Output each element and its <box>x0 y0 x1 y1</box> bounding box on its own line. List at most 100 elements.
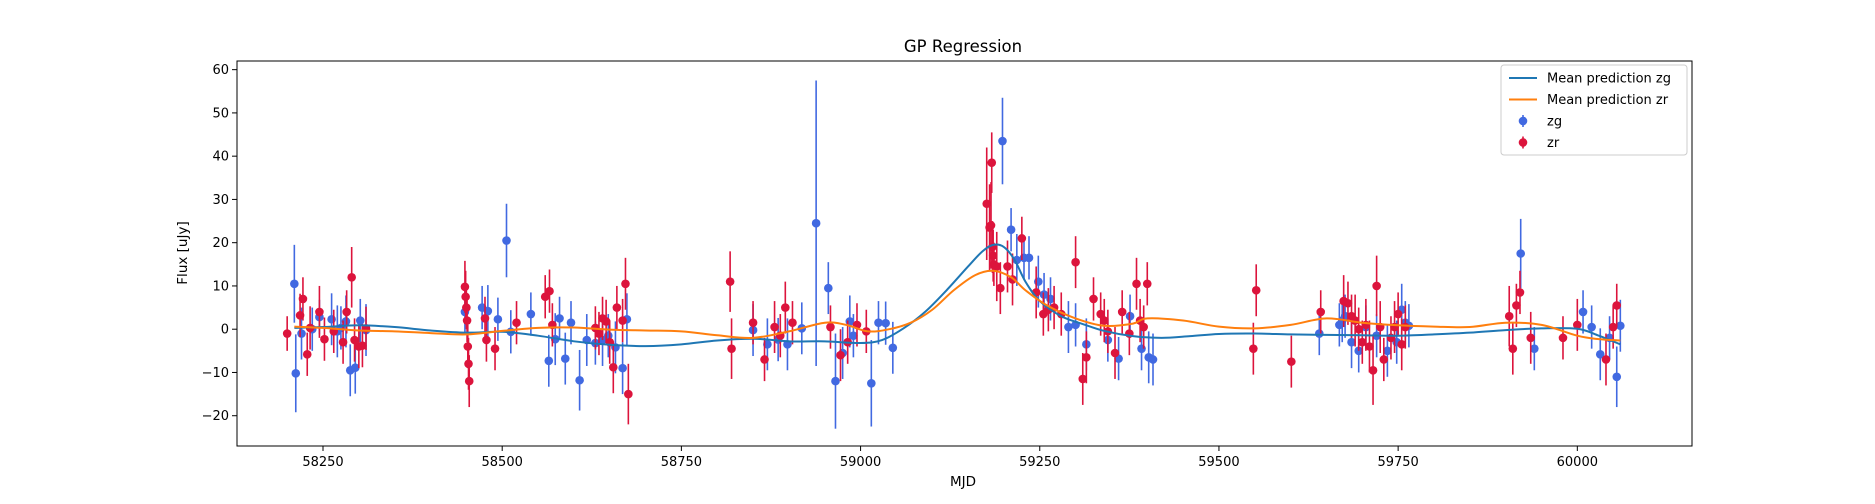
legend-label: Mean prediction zr <box>1547 93 1669 108</box>
y-tick-label: 40 <box>212 150 229 165</box>
data-point-zr <box>760 355 769 364</box>
data-point-zr <box>770 322 779 332</box>
data-point-zr <box>1249 344 1258 353</box>
plot-frame <box>236 60 1693 447</box>
data-point-zg <box>824 283 833 293</box>
x-tick-label: 58250 <box>302 455 343 470</box>
data-point-zr <box>1089 294 1098 304</box>
data-point-zg <box>1616 321 1625 331</box>
data-point-zg <box>1354 346 1364 356</box>
data-point-zr <box>621 279 630 289</box>
x-tick-label: 58750 <box>661 455 702 470</box>
data-point-zr <box>992 262 1002 271</box>
data-point-zg <box>297 329 306 338</box>
data-point-zr <box>612 303 622 312</box>
data-point-zg <box>881 318 890 328</box>
data-point-zg <box>575 375 584 385</box>
data-point-zr <box>1397 340 1407 349</box>
legend-label: zg <box>1547 115 1562 130</box>
mean-line-mean-prediction-zr <box>294 269 1621 342</box>
data-point-zg <box>1587 322 1596 332</box>
x-tick-label: 58500 <box>482 455 523 470</box>
data-point-zr <box>618 316 627 325</box>
data-point-zr <box>1251 285 1261 295</box>
data-point-zr <box>342 307 351 317</box>
data-point-zr <box>1558 333 1568 343</box>
data-point-zg <box>1612 372 1622 382</box>
data-point-zr <box>482 335 491 345</box>
y-tick-label: 20 <box>212 236 229 251</box>
data-point-zg <box>350 363 360 373</box>
data-point-zr <box>1003 262 1012 271</box>
data-point-zr <box>1601 355 1611 364</box>
data-point-zr <box>1608 322 1618 332</box>
data-point-zg <box>493 314 503 324</box>
y-tick-label: −10 <box>202 366 229 381</box>
data-point-zg <box>998 136 1007 146</box>
legend-box <box>1500 64 1688 156</box>
data-point-zg <box>1530 344 1539 353</box>
data-point-zr <box>987 158 997 167</box>
data-point-zr <box>1526 333 1536 343</box>
data-point-zg <box>888 343 898 353</box>
data-point-zr <box>1504 311 1514 321</box>
data-point-zr <box>1357 337 1367 347</box>
chart-title: GP Regression <box>904 37 1022 56</box>
data-point-zr <box>358 341 367 350</box>
data-point-zr <box>1316 307 1326 317</box>
data-point-zg <box>1347 337 1356 347</box>
plot-area <box>282 80 1625 429</box>
data-point-zg <box>1024 253 1034 263</box>
data-point-zg <box>355 316 365 325</box>
data-point-zr <box>512 318 521 328</box>
mean-line-mean-prediction-zg <box>294 243 1621 348</box>
data-point-zg <box>327 314 336 324</box>
data-point-zg <box>555 314 564 323</box>
data-point-zg <box>1578 307 1588 317</box>
data-point-zr <box>1343 298 1353 308</box>
data-point-zg <box>1148 355 1158 364</box>
legend-swatch-point <box>1518 116 1528 126</box>
x-tick-label: 59000 <box>840 455 881 470</box>
y-tick-label: 50 <box>212 106 229 121</box>
data-point-zg <box>1314 329 1324 338</box>
data-point-zr <box>490 344 500 353</box>
data-point-zg <box>867 378 876 388</box>
data-point-zr <box>1096 309 1105 319</box>
data-point-zr <box>1142 279 1152 289</box>
data-point-zr <box>315 307 324 317</box>
data-point-zr <box>1365 342 1374 351</box>
data-point-zr <box>282 329 292 338</box>
data-point-zg <box>1137 344 1146 353</box>
data-point-zr <box>1132 279 1141 289</box>
data-point-zg <box>544 356 554 366</box>
data-point-zr <box>748 318 758 328</box>
data-point-zr <box>1117 307 1127 317</box>
data-point-zg <box>811 218 821 228</box>
data-point-zr <box>1078 374 1088 384</box>
legend-label: zr <box>1547 136 1560 151</box>
series-group <box>282 80 1625 429</box>
data-point-zr <box>1573 320 1582 330</box>
data-point-zr <box>320 334 329 344</box>
data-point-zr <box>302 349 312 359</box>
data-point-zr <box>347 272 356 282</box>
data-point-zg <box>1034 277 1043 286</box>
legend-swatch-point <box>1518 138 1528 147</box>
legend-label: Mean prediction zg <box>1547 72 1671 87</box>
data-point-zr <box>608 362 618 372</box>
axes: 58250 58500 58750 59000 59250 59500 59750 60000… <box>202 60 1693 470</box>
data-point-zr <box>727 344 736 353</box>
chart-text: GP Regression MJD Flux [uJy] <box>175 37 1022 490</box>
data-point-zg <box>1006 225 1016 235</box>
data-point-zr <box>1287 357 1296 366</box>
data-point-zr <box>781 303 790 312</box>
y-tick-label: 30 <box>212 193 229 208</box>
data-point-zr <box>996 283 1005 293</box>
data-point-zr <box>1082 353 1091 362</box>
data-point-zg <box>566 318 576 328</box>
data-point-zr <box>836 350 845 360</box>
data-point-zr <box>1612 301 1622 310</box>
data-point-zg <box>1012 255 1022 265</box>
